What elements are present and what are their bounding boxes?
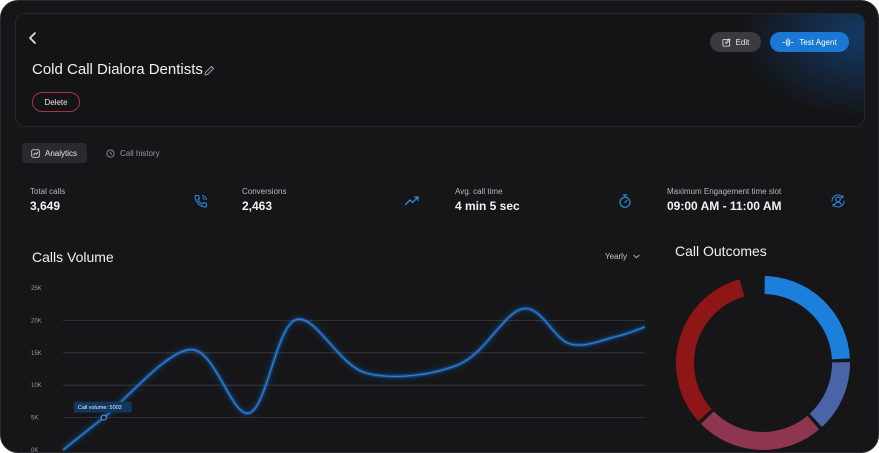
stat-avg-call-time-value: 4 min 5 sec	[455, 199, 520, 213]
edit-icon	[722, 37, 731, 47]
analytics-icon	[31, 148, 40, 158]
donut-slice-1[interactable]	[764, 276, 850, 360]
call-outcomes-title: Call Outcomes	[675, 243, 767, 259]
y-tick-label: 10K	[31, 383, 42, 389]
y-tick-label: 25K	[31, 286, 42, 292]
period-dropdown-value: Yearly	[605, 252, 627, 261]
chevron-left-icon	[29, 32, 36, 44]
y-tick-label: 0K	[31, 448, 38, 453]
tab-call-history[interactable]: Call history	[97, 143, 169, 163]
tab-call-history-label: Call history	[120, 148, 160, 158]
voice-wave-icon	[782, 37, 794, 47]
calls-volume-line-glow	[61, 306, 646, 452]
test-agent-button-label: Test Agent	[799, 37, 837, 47]
history-icon	[106, 148, 115, 158]
period-dropdown[interactable]: Yearly	[605, 252, 640, 261]
back-button[interactable]	[27, 31, 43, 51]
pencil-icon[interactable]	[202, 64, 216, 78]
stat-avg-call-time-label: Avg. call time	[455, 187, 503, 196]
call-outcomes-donut	[676, 276, 850, 450]
calls-volume-title: Calls Volume	[32, 249, 114, 265]
stat-conversions-value: 2,463	[242, 199, 273, 213]
donut-slice-2[interactable]	[809, 361, 850, 427]
tooltip-text: Call volume: 5002	[78, 405, 122, 411]
calls-volume-chart: 25K 20K 15K 10K 5K 0K Call volume: 5002	[31, 286, 646, 453]
stat-total-calls-value: 3,649	[30, 199, 61, 213]
stopwatch-icon	[619, 194, 631, 208]
trend-up-icon	[404, 196, 419, 206]
tooltip-point[interactable]	[100, 414, 107, 421]
edit-button[interactable]: Edit	[710, 32, 761, 52]
tab-analytics-label: Analytics	[45, 148, 78, 158]
test-agent-button[interactable]: Test Agent	[770, 32, 849, 52]
y-tick-label: 5K	[31, 416, 38, 422]
delete-button[interactable]: Delete	[32, 92, 80, 112]
y-tick-label: 20K	[31, 318, 42, 324]
donut-slice-3[interactable]	[700, 411, 820, 450]
chevron-down-icon	[633, 254, 640, 259]
tab-analytics[interactable]: Analytics	[22, 143, 87, 163]
tooltip-box	[73, 401, 132, 413]
user-sync-icon	[831, 194, 845, 208]
stat-total-calls-label: Total calls	[30, 187, 66, 196]
stat-conversions-label: Conversions	[242, 187, 287, 196]
stat-engagement-slot-label: Maximum Engagement time slot	[667, 187, 782, 196]
page-title: Cold Call Dialora Dentists	[32, 61, 203, 78]
donut-slice-4[interactable]	[676, 279, 745, 422]
y-tick-label: 15K	[31, 351, 42, 357]
edit-button-label: Edit	[735, 37, 750, 47]
calls-volume-line	[62, 308, 646, 451]
phone-icon	[194, 194, 208, 208]
stat-engagement-slot-value: 09:00 AM - 11:00 AM	[667, 199, 782, 213]
